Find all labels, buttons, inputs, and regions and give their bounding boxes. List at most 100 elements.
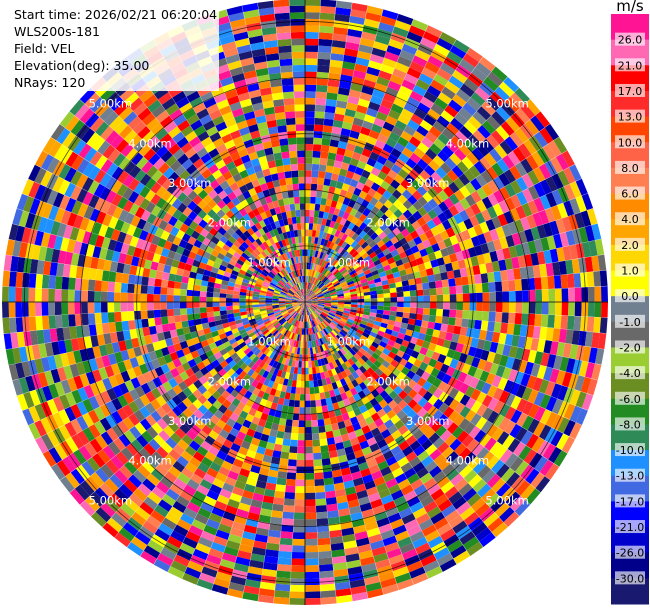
velocity-gate [227, 348, 236, 357]
velocity-gate [548, 302, 556, 315]
velocity-gate [293, 525, 305, 533]
velocity-gate [255, 280, 263, 286]
velocity-gate [409, 136, 421, 148]
velocity-gate [179, 542, 196, 555]
velocity-gate [312, 439, 321, 447]
velocity-gate [382, 348, 391, 356]
velocity-gate [305, 479, 315, 487]
velocity-gate [430, 421, 443, 433]
velocity-gate [371, 352, 380, 360]
velocity-gate [413, 344, 422, 353]
velocity-gate [358, 213, 367, 223]
velocity-gate [165, 337, 174, 347]
velocity-gate [240, 265, 248, 273]
velocity-gate [561, 150, 575, 168]
velocity-gate [323, 477, 334, 486]
velocity-gate [478, 263, 488, 274]
velocity-gate [200, 530, 216, 542]
velocity-gate [563, 167, 576, 184]
velocity-gate [343, 292, 351, 296]
velocity-gate [398, 269, 407, 277]
velocity-gate [278, 356, 284, 364]
velocity-gate [117, 196, 129, 210]
velocity-gate [542, 443, 556, 460]
velocity-gate [82, 162, 95, 177]
velocity-gate [279, 295, 286, 298]
velocity-gate [248, 443, 259, 453]
velocity-gate [366, 135, 378, 146]
velocity-gate [185, 367, 195, 378]
velocity-gate [331, 319, 339, 326]
velocity-gate [301, 302, 305, 308]
velocity-gate [362, 387, 371, 396]
velocity-gate [376, 76, 390, 87]
velocity-gate [310, 294, 317, 299]
velocity-gate [499, 140, 513, 155]
velocity-gate [231, 521, 246, 532]
velocity-gate [475, 502, 491, 517]
velocity-gate [209, 414, 220, 425]
velocity-gate [164, 453, 177, 466]
velocity-gate [330, 307, 338, 311]
velocity-gate [64, 421, 77, 438]
velocity-gate [489, 228, 500, 241]
velocity-gate [313, 311, 319, 317]
velocity-gate [374, 418, 384, 428]
velocity-gate [477, 125, 491, 139]
velocity-gate [302, 308, 305, 316]
velocity-gate [299, 302, 305, 306]
velocity-gate [316, 524, 330, 533]
velocity-gate [352, 263, 361, 270]
velocity-gate [366, 107, 378, 118]
velocity-gate [243, 275, 251, 281]
velocity-gate [164, 370, 174, 382]
velocity-gate [82, 324, 91, 338]
velocity-gate [366, 248, 375, 256]
velocity-gate [208, 445, 220, 457]
velocity-gate [147, 491, 162, 505]
velocity-gate [255, 381, 264, 391]
velocity-gate [288, 452, 298, 460]
velocity-gate [81, 177, 94, 192]
velocity-gate [308, 229, 313, 237]
velocity-gate [498, 172, 511, 187]
velocity-gate [409, 61, 425, 73]
velocity-gate [505, 116, 520, 132]
velocity-gate [320, 312, 328, 318]
velocity-gate [331, 469, 342, 478]
velocity-gate [229, 527, 244, 538]
velocity-gate [333, 20, 350, 29]
velocity-gate [48, 140, 62, 158]
velocity-gate [215, 472, 228, 483]
velocity-gate [363, 305, 371, 309]
velocity-gate [388, 109, 401, 120]
velocity-gate [142, 371, 153, 383]
velocity-gate [337, 223, 344, 232]
velocity-gate [314, 386, 320, 394]
velocity-gate [280, 327, 286, 334]
velocity-gate [150, 193, 162, 206]
velocity-gate [305, 565, 320, 573]
velocity-gate [182, 185, 194, 197]
velocity-gate [305, 297, 311, 302]
velocity-gate [400, 274, 409, 282]
velocity-gate [305, 302, 312, 305]
velocity-gate [323, 239, 329, 247]
velocity-gate [331, 126, 342, 135]
velocity-gate [160, 294, 167, 302]
velocity-gate [551, 383, 562, 399]
velocity-gate [128, 97, 144, 112]
velocity-gate [241, 461, 253, 472]
velocity-gate [309, 341, 313, 348]
velocity-gate [160, 287, 168, 295]
velocity-gate [309, 321, 312, 328]
velocity-gate [59, 394, 71, 410]
velocity-gate [187, 383, 198, 394]
velocity-gate [454, 443, 467, 456]
velocity-gate [343, 54, 357, 64]
velocity-gate [108, 216, 119, 229]
velocity-gate [456, 293, 464, 302]
velocity-gate [329, 290, 337, 294]
velocity-gate [376, 565, 393, 576]
velocity-gate [380, 529, 395, 540]
